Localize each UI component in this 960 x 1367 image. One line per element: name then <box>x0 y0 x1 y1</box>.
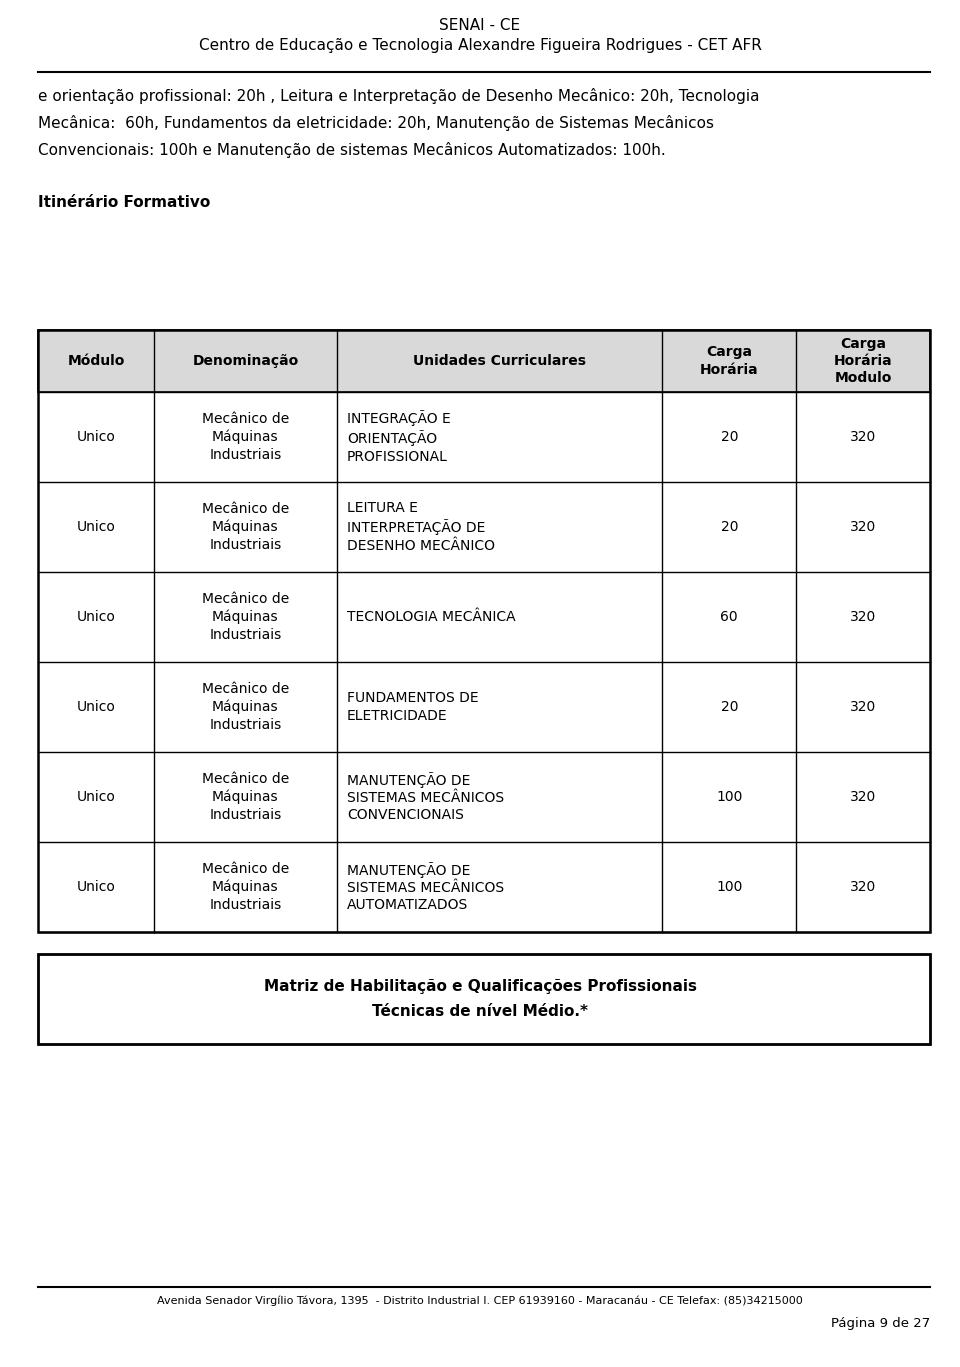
Text: Denominação: Denominação <box>192 354 299 368</box>
Text: Mecânico de
Máquinas
Industriais: Mecânico de Máquinas Industriais <box>202 772 289 822</box>
Text: 320: 320 <box>850 790 876 804</box>
Text: 320: 320 <box>850 700 876 714</box>
Text: 320: 320 <box>850 519 876 534</box>
Text: Carga
Horária: Carga Horária <box>700 346 758 377</box>
Text: Unico: Unico <box>77 880 115 894</box>
Text: MANUTENÇÃO DE
SISTEMAS MECÂNICOS
CONVENCIONAIS: MANUTENÇÃO DE SISTEMAS MECÂNICOS CONVENC… <box>347 772 504 823</box>
Text: Unico: Unico <box>77 790 115 804</box>
Bar <box>38 954 930 1044</box>
Text: 100: 100 <box>716 880 742 894</box>
Text: FUNDAMENTOS DE
ELETRICIDADE: FUNDAMENTOS DE ELETRICIDADE <box>347 692 478 723</box>
Text: Carga
Horária
Modulo: Carga Horária Modulo <box>834 336 893 385</box>
Text: Página 9 de 27: Página 9 de 27 <box>830 1316 930 1330</box>
Text: Mecânico de
Máquinas
Industriais: Mecânico de Máquinas Industriais <box>202 592 289 641</box>
Text: Convencionais: 100h e Manutenção de sistemas Mecânicos Automatizados: 100h.: Convencionais: 100h e Manutenção de sist… <box>38 142 665 159</box>
Text: 20: 20 <box>721 519 738 534</box>
Text: Mecânico de
Máquinas
Industriais: Mecânico de Máquinas Industriais <box>202 503 289 552</box>
Text: 320: 320 <box>850 431 876 444</box>
Text: 100: 100 <box>716 790 742 804</box>
Text: Unico: Unico <box>77 431 115 444</box>
Text: Mecânica:  60h, Fundamentos da eletricidade: 20h, Manutenção de Sistemas Mecânic: Mecânica: 60h, Fundamentos da eletricida… <box>38 115 714 131</box>
Text: e orientação profissional: 20h , Leitura e Interpretação de Desenho Mecânico: 20: e orientação profissional: 20h , Leitura… <box>38 87 759 104</box>
Text: Matriz de Habilitação e Qualificações Profissionais: Matriz de Habilitação e Qualificações Pr… <box>263 980 697 995</box>
Text: TECNOLOGIA MECÂNICA: TECNOLOGIA MECÂNICA <box>347 610 516 623</box>
Text: Mecânico de
Máquinas
Industriais: Mecânico de Máquinas Industriais <box>202 413 289 462</box>
Text: INTEGRAÇÃO E
ORIENTAÇÃO
PROFISSIONAL: INTEGRAÇÃO E ORIENTAÇÃO PROFISSIONAL <box>347 410 450 463</box>
Text: Unico: Unico <box>77 519 115 534</box>
Bar <box>38 329 930 932</box>
Text: 20: 20 <box>721 700 738 714</box>
Text: Unidades Curriculares: Unidades Curriculares <box>413 354 587 368</box>
Text: Unico: Unico <box>77 610 115 623</box>
Text: 320: 320 <box>850 610 876 623</box>
Text: 60: 60 <box>721 610 738 623</box>
Text: Técnicas de nível Médio.*: Técnicas de nível Médio.* <box>372 1003 588 1018</box>
Text: Mecânico de
Máquinas
Industriais: Mecânico de Máquinas Industriais <box>202 682 289 731</box>
Text: Módulo: Módulo <box>67 354 125 368</box>
Text: SENAI - CE: SENAI - CE <box>440 18 520 33</box>
Text: 20: 20 <box>721 431 738 444</box>
Text: 320: 320 <box>850 880 876 894</box>
Text: LEITURA E
INTERPRETAÇÃO DE
DESENHO MECÂNICO: LEITURA E INTERPRETAÇÃO DE DESENHO MECÂN… <box>347 502 494 552</box>
Text: Avenida Senador Virgílio Távora, 1395  - Distrito Industrial I. CEP 61939160 - M: Avenida Senador Virgílio Távora, 1395 - … <box>157 1295 803 1305</box>
Text: Itinérário Formativo: Itinérário Formativo <box>38 195 210 211</box>
Text: Centro de Educação e Tecnologia Alexandre Figueira Rodrigues - CET AFR: Centro de Educação e Tecnologia Alexandr… <box>199 38 761 53</box>
Text: MANUTENÇÃO DE
SISTEMAS MECÂNICOS
AUTOMATIZADOS: MANUTENÇÃO DE SISTEMAS MECÂNICOS AUTOMAT… <box>347 861 504 912</box>
Bar <box>38 329 930 392</box>
Text: Mecânico de
Máquinas
Industriais: Mecânico de Máquinas Industriais <box>202 863 289 912</box>
Text: Unico: Unico <box>77 700 115 714</box>
